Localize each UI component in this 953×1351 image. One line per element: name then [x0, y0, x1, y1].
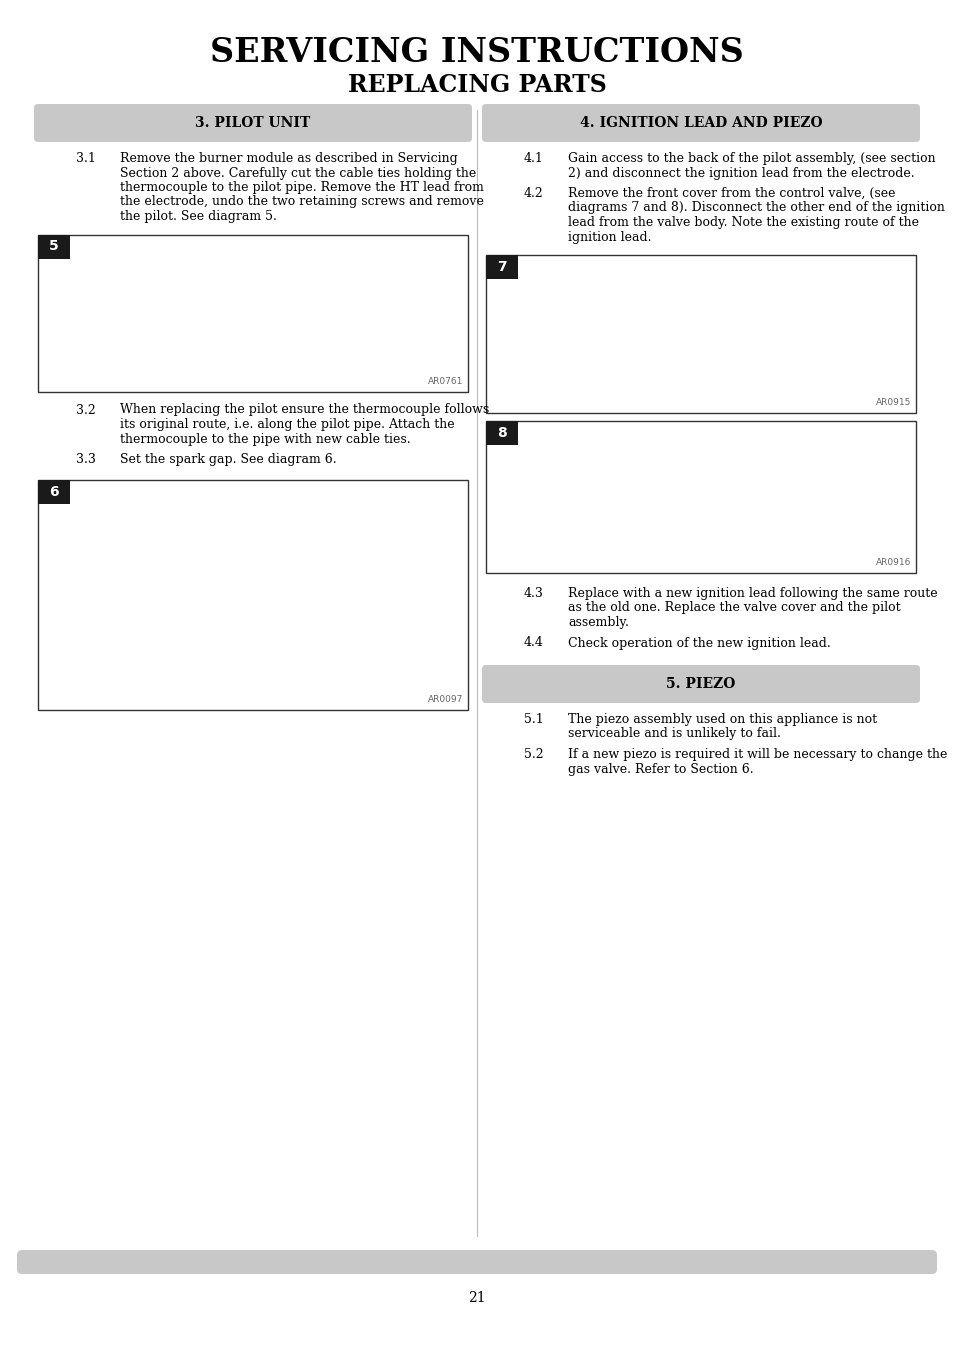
Text: 4.3: 4.3	[523, 586, 543, 600]
Text: 2) and disconnect the ignition lead from the electrode.: 2) and disconnect the ignition lead from…	[567, 166, 914, 180]
Text: lead from the valve body. Note the existing route of the: lead from the valve body. Note the exist…	[567, 216, 918, 230]
Text: If a new piezo is required it will be necessary to change the: If a new piezo is required it will be ne…	[567, 748, 946, 761]
Text: Gain access to the back of the pilot assembly, (see section: Gain access to the back of the pilot ass…	[567, 153, 935, 165]
Text: Remove the front cover from the control valve, (see: Remove the front cover from the control …	[567, 186, 895, 200]
Text: 3.3: 3.3	[76, 453, 95, 466]
Text: 5.2: 5.2	[523, 748, 543, 761]
Text: When replacing the pilot ensure the thermocouple follows: When replacing the pilot ensure the ther…	[120, 404, 489, 416]
Text: AR0761: AR0761	[427, 377, 462, 385]
Text: thermocouple to the pipe with new cable ties.: thermocouple to the pipe with new cable …	[120, 432, 410, 446]
Text: 3.2: 3.2	[76, 404, 95, 416]
Text: ignition lead.: ignition lead.	[567, 231, 651, 243]
Text: the electrode, undo the two retaining screws and remove: the electrode, undo the two retaining sc…	[120, 196, 483, 208]
Text: gas valve. Refer to Section 6.: gas valve. Refer to Section 6.	[567, 762, 753, 775]
Text: 7: 7	[497, 259, 506, 274]
Bar	[38, 235, 70, 258]
FancyBboxPatch shape	[481, 665, 919, 703]
Text: Replace with a new ignition lead following the same route: Replace with a new ignition lead followi…	[567, 586, 937, 600]
Text: assembly.: assembly.	[567, 616, 628, 630]
Text: 6: 6	[50, 485, 59, 499]
Text: Remove the burner module as described in Servicing: Remove the burner module as described in…	[120, 153, 457, 165]
Bar	[485, 255, 517, 280]
Bar	[38, 480, 70, 504]
Bar	[38, 480, 468, 709]
FancyBboxPatch shape	[34, 104, 472, 142]
Text: AR0097: AR0097	[427, 694, 462, 704]
Text: REPLACING PARTS: REPLACING PARTS	[347, 73, 606, 97]
Text: 5. PIEZO: 5. PIEZO	[665, 677, 735, 690]
Bar	[485, 422, 517, 444]
Text: 21: 21	[468, 1292, 485, 1305]
Text: 3. PILOT UNIT: 3. PILOT UNIT	[195, 116, 311, 130]
FancyBboxPatch shape	[17, 1250, 936, 1274]
Text: AR0915: AR0915	[875, 399, 910, 407]
Text: 4. IGNITION LEAD AND PIEZO: 4. IGNITION LEAD AND PIEZO	[579, 116, 821, 130]
Text: 5.1: 5.1	[523, 713, 543, 725]
Bar	[485, 255, 915, 413]
Text: AR0916: AR0916	[875, 558, 910, 567]
Text: diagrams 7 and 8). Disconnect the other end of the ignition: diagrams 7 and 8). Disconnect the other …	[567, 201, 943, 215]
Text: 3.1: 3.1	[76, 153, 95, 165]
Text: as the old one. Replace the valve cover and the pilot: as the old one. Replace the valve cover …	[567, 601, 900, 615]
Text: SERVICING INSTRUCTIONS: SERVICING INSTRUCTIONS	[210, 36, 743, 69]
Text: Set the spark gap. See diagram 6.: Set the spark gap. See diagram 6.	[120, 453, 336, 466]
Text: Section 2 above. Carefully cut the cable ties holding the: Section 2 above. Carefully cut the cable…	[120, 166, 476, 180]
Text: Check operation of the new ignition lead.: Check operation of the new ignition lead…	[567, 636, 830, 650]
Bar	[38, 235, 468, 392]
Text: The piezo assembly used on this appliance is not: The piezo assembly used on this applianc…	[567, 713, 876, 725]
FancyBboxPatch shape	[481, 104, 919, 142]
Bar	[485, 422, 915, 573]
Text: thermocouple to the pilot pipe. Remove the HT lead from: thermocouple to the pilot pipe. Remove t…	[120, 181, 483, 195]
Text: 5: 5	[49, 239, 59, 254]
Text: the pilot. See diagram 5.: the pilot. See diagram 5.	[120, 209, 276, 223]
Text: serviceable and is unlikely to fail.: serviceable and is unlikely to fail.	[567, 727, 781, 740]
Text: 4.4: 4.4	[523, 636, 543, 650]
Text: its original route, i.e. along the pilot pipe. Attach the: its original route, i.e. along the pilot…	[120, 417, 455, 431]
Text: 8: 8	[497, 426, 506, 440]
Text: 4.1: 4.1	[523, 153, 543, 165]
Text: 4.2: 4.2	[523, 186, 543, 200]
